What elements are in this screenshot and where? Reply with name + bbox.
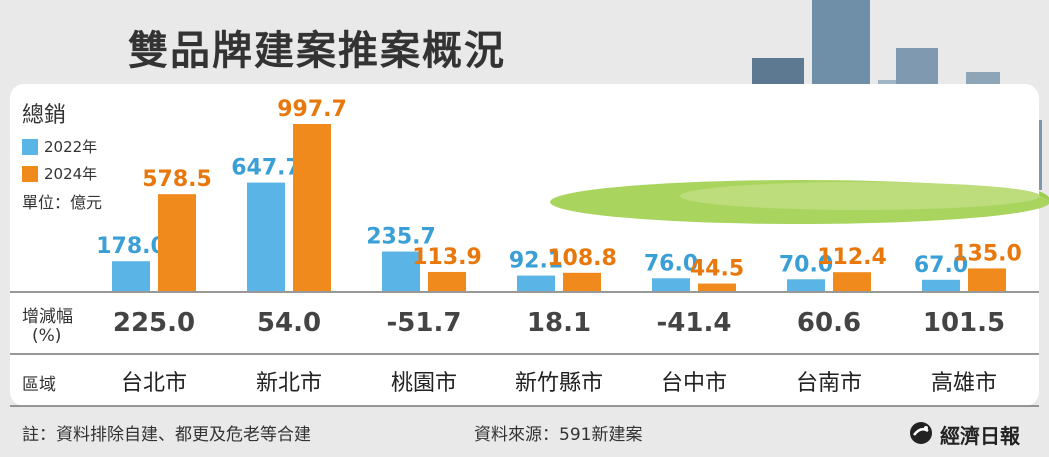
- region-row-label: 區域: [22, 375, 56, 395]
- region-label: 新北市: [255, 371, 322, 396]
- chart-title: 雙品牌建案推案概況: [128, 28, 506, 74]
- data-label-2024: 997.7: [277, 97, 347, 122]
- bar-2024: [698, 283, 736, 291]
- change-value: 101.5: [922, 308, 1006, 338]
- bar-2024: [428, 271, 466, 291]
- legend-item-2022: 2022年: [22, 136, 97, 157]
- data-label-2024: 44.5: [690, 257, 744, 282]
- data-label-2022: 70.0: [779, 252, 833, 277]
- data-label-2024: 108.8: [547, 246, 617, 271]
- legend-label-2022: 2022年: [44, 138, 98, 156]
- bar-2024: [563, 272, 601, 291]
- change-value: 60.6: [796, 308, 862, 338]
- data-label-2022: 178.0: [96, 234, 166, 259]
- region-label: 新竹縣市: [514, 371, 603, 396]
- bar-2022: [517, 275, 555, 291]
- source-note: 資料來源：591新建案: [474, 425, 643, 445]
- legend-item-2024: 2024年: [22, 163, 97, 184]
- data-label-2022: 92.1: [509, 249, 563, 274]
- data-label-2024: 113.9: [412, 245, 482, 270]
- data-label-2024: 578.5: [142, 167, 212, 192]
- publisher-logo-icon: [910, 422, 932, 444]
- legend-swatch-2024: [22, 165, 38, 182]
- legend-title: 總銷: [22, 103, 67, 128]
- change-label: 增減幅: [22, 307, 73, 327]
- data-label-2024: 112.4: [817, 245, 887, 270]
- legend-swatch-2022: [22, 138, 38, 155]
- data-label-2022: 235.7: [366, 225, 436, 250]
- bar-2024: [293, 124, 331, 291]
- unit-label: 單位：億元: [22, 193, 103, 212]
- footnote: 註：資料排除自建、都更及危老等合建: [22, 425, 311, 445]
- bar-2024: [968, 268, 1006, 291]
- region-label: 台中市: [660, 371, 727, 396]
- region-label: 桃園市: [390, 371, 457, 396]
- publisher-name: 經濟日報: [940, 424, 1020, 448]
- bar-2024: [833, 272, 871, 291]
- bar-2022: [112, 261, 150, 291]
- data-label-2022: 647.7: [231, 156, 301, 181]
- change-unit-label: (%): [32, 326, 62, 346]
- bar-2022: [787, 279, 825, 291]
- change-value: 54.0: [256, 308, 322, 338]
- bar-2022: [652, 278, 690, 291]
- bar-2022: [922, 279, 960, 291]
- change-value: 18.1: [526, 308, 592, 338]
- change-value: -41.4: [656, 308, 732, 338]
- region-label: 台南市: [795, 371, 862, 396]
- bar-2022: [247, 182, 285, 291]
- region-label: 高雄市: [930, 371, 997, 396]
- region-label: 台北市: [120, 371, 187, 396]
- data-label-2024: 135.0: [952, 241, 1022, 266]
- legend-label-2024: 2024年: [44, 165, 98, 183]
- data-label-2022: 76.0: [644, 251, 698, 276]
- data-label-2022: 67.0: [914, 253, 968, 278]
- change-value: -51.7: [386, 308, 462, 338]
- change-value: 225.0: [112, 308, 196, 338]
- bar-2024: [158, 194, 196, 291]
- bar-2022: [382, 251, 420, 291]
